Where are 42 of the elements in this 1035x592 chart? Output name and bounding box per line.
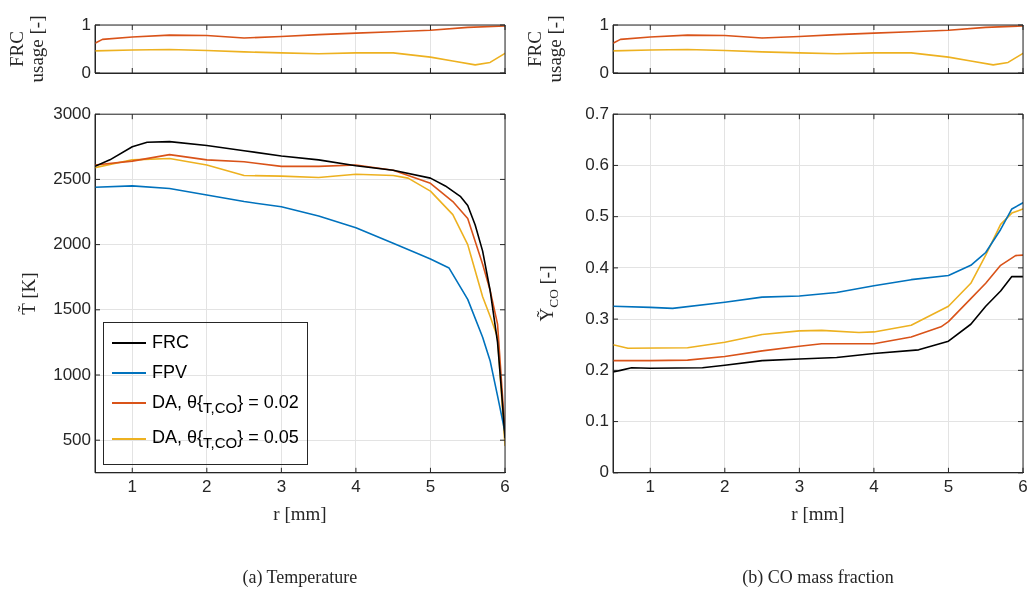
legend-label: DA, θ{$_{T,CO}$} = 0.02 (152, 391, 299, 416)
y-tick-label: 1 (599, 14, 609, 34)
text: (a) Temperature (242, 566, 358, 588)
x-tick-label: 3 (276, 476, 287, 496)
y-tick-label: 0 (599, 62, 609, 82)
y-tick-label: 0.2 (585, 360, 609, 380)
y-tick-label: 1000 (53, 364, 91, 384)
x-axis-title: r [mm] (273, 502, 327, 524)
x-tick-label: 1 (645, 476, 656, 496)
legend-label: DA, θ{$_{T,CO}$} = 0.05 (152, 427, 299, 451)
x-tick-label: 4 (869, 476, 879, 496)
y-axis-title: ỸCO [-] (535, 265, 562, 322)
x-tick-label: 5 (943, 476, 954, 496)
y-axis-title: FRC usage [-] (5, 15, 47, 83)
y-tick-label: 500 (62, 429, 91, 449)
y-tick-label: 0 (599, 462, 609, 482)
y-tick-label: 0 (81, 62, 91, 82)
x-axis-title: r [mm] (791, 502, 845, 524)
legend-label: FPV (152, 361, 188, 382)
y-tick-label: 3000 (53, 103, 91, 123)
legend-label: FRC (152, 331, 189, 352)
y-tick-label: 0.3 (585, 308, 609, 328)
x-tick-label: 1 (127, 476, 138, 496)
x-tick-label: 6 (1018, 476, 1028, 496)
y-tick-label: 2000 (53, 234, 91, 254)
y-tick-label: 0.4 (585, 257, 609, 277)
x-tick-label: 4 (351, 476, 361, 496)
y-tick-label: 1 (81, 14, 91, 34)
y-tick-label: 1500 (53, 299, 91, 319)
y-tick-label: 2500 (53, 169, 91, 189)
y-axis-title: T̃ [K] (17, 272, 39, 315)
x-tick-label: 5 (425, 476, 436, 496)
y-tick-label: 0.7 (585, 103, 609, 123)
x-tick-label: 2 (720, 476, 730, 496)
x-tick-label: 6 (500, 476, 510, 496)
x-tick-label: 2 (202, 476, 212, 496)
x-tick-label: 3 (794, 476, 805, 496)
text: (b) CO mass fraction (742, 566, 894, 588)
y-tick-label: 0.6 (585, 155, 609, 175)
y-tick-label: 0.5 (585, 206, 609, 226)
y-axis-title: FRC usage [-] (523, 15, 565, 83)
y-tick-label: 0.1 (585, 411, 609, 431)
